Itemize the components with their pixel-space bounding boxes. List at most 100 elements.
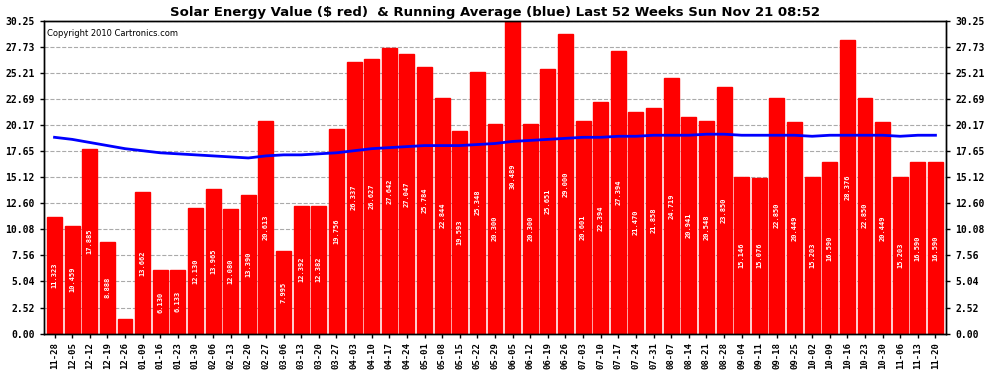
Text: 20.613: 20.613 (263, 214, 269, 240)
Bar (311, 206, 327, 333)
Text: 22.850: 22.850 (862, 203, 868, 228)
Text: 13.390: 13.390 (246, 252, 251, 277)
Bar (223, 209, 239, 333)
Text: 11.323: 11.323 (51, 262, 57, 288)
Bar (100, 242, 115, 333)
Text: 13.662: 13.662 (140, 250, 146, 276)
Bar (629, 112, 644, 333)
Text: 20.449: 20.449 (792, 215, 798, 241)
Text: 12.080: 12.080 (228, 258, 234, 284)
Bar (541, 69, 555, 333)
Text: 30.489: 30.489 (510, 164, 516, 189)
Bar (735, 177, 749, 333)
Bar (64, 225, 79, 333)
Bar (893, 177, 908, 333)
Text: 22.394: 22.394 (598, 205, 604, 231)
Text: 12.130: 12.130 (192, 258, 198, 284)
Text: 13.965: 13.965 (210, 249, 216, 274)
Text: 27.642: 27.642 (386, 178, 392, 204)
Bar (699, 122, 714, 333)
Text: 22.844: 22.844 (440, 203, 446, 228)
Bar (523, 124, 538, 333)
Text: 10.459: 10.459 (69, 267, 75, 292)
Bar (188, 208, 203, 333)
Bar (717, 87, 732, 333)
Text: 27.047: 27.047 (404, 181, 410, 207)
Text: 29.000: 29.000 (562, 171, 568, 196)
Text: 6.133: 6.133 (175, 291, 181, 312)
Bar (805, 177, 820, 333)
Text: 20.941: 20.941 (686, 213, 692, 238)
Bar (505, 19, 520, 333)
Text: 16.590: 16.590 (827, 235, 833, 261)
Bar (646, 108, 661, 333)
Text: 21.470: 21.470 (633, 210, 639, 236)
Text: 22.850: 22.850 (774, 203, 780, 228)
Bar (911, 162, 926, 333)
Bar (681, 117, 696, 333)
Bar (593, 102, 608, 333)
Bar (875, 122, 890, 333)
Text: 15.076: 15.076 (756, 243, 762, 268)
Text: 24.719: 24.719 (668, 193, 674, 219)
Text: 7.995: 7.995 (280, 282, 286, 303)
Bar (452, 131, 467, 333)
Bar (470, 72, 485, 333)
Text: 20.300: 20.300 (492, 216, 498, 242)
Bar (170, 270, 185, 333)
Bar (399, 54, 415, 333)
Text: 19.756: 19.756 (334, 219, 340, 244)
Bar (364, 58, 379, 333)
Text: 8.888: 8.888 (104, 277, 111, 298)
Bar (840, 40, 854, 333)
Text: 25.651: 25.651 (544, 188, 550, 214)
Bar (663, 78, 679, 333)
Bar (575, 121, 591, 333)
Bar (346, 62, 361, 333)
Text: 25.784: 25.784 (422, 188, 428, 213)
Text: 16.590: 16.590 (933, 235, 939, 261)
Text: 20.300: 20.300 (528, 216, 534, 242)
Bar (435, 98, 449, 333)
Bar (611, 51, 626, 333)
Bar (118, 320, 133, 333)
Text: 20.548: 20.548 (704, 214, 710, 240)
Bar (487, 124, 503, 333)
Text: 27.394: 27.394 (616, 179, 622, 205)
Text: 15.203: 15.203 (897, 242, 903, 268)
Bar (258, 121, 273, 333)
Bar (751, 178, 767, 333)
Title: Solar Energy Value ($ red)  & Running Average (blue) Last 52 Weeks Sun Nov 21 08: Solar Energy Value ($ red) & Running Ave… (170, 6, 820, 18)
Text: 20.449: 20.449 (879, 215, 886, 241)
Bar (152, 270, 167, 333)
Bar (329, 129, 344, 333)
Bar (417, 67, 432, 333)
Text: 28.376: 28.376 (844, 174, 850, 200)
Text: Copyright 2010 Cartronics.com: Copyright 2010 Cartronics.com (47, 29, 177, 38)
Bar (787, 122, 802, 333)
Bar (241, 195, 255, 333)
Text: 26.627: 26.627 (368, 183, 374, 209)
Bar (82, 149, 97, 333)
Text: 26.337: 26.337 (351, 185, 357, 210)
Text: 25.348: 25.348 (474, 190, 480, 215)
Text: 21.858: 21.858 (650, 208, 656, 233)
Text: 12.382: 12.382 (316, 257, 322, 282)
Bar (928, 162, 942, 333)
Bar (558, 34, 573, 333)
Text: 20.601: 20.601 (580, 214, 586, 240)
Bar (823, 162, 838, 333)
Bar (857, 98, 872, 333)
Text: 17.885: 17.885 (87, 228, 93, 254)
Text: 19.593: 19.593 (456, 220, 462, 245)
Bar (294, 206, 309, 333)
Bar (769, 98, 784, 333)
Text: 12.392: 12.392 (298, 257, 304, 282)
Text: 15.203: 15.203 (809, 242, 815, 268)
Text: 23.850: 23.850 (721, 198, 727, 223)
Text: 15.146: 15.146 (739, 243, 744, 268)
Text: 16.590: 16.590 (915, 235, 921, 261)
Text: 6.130: 6.130 (157, 291, 163, 312)
Bar (276, 251, 291, 333)
Bar (206, 189, 221, 333)
